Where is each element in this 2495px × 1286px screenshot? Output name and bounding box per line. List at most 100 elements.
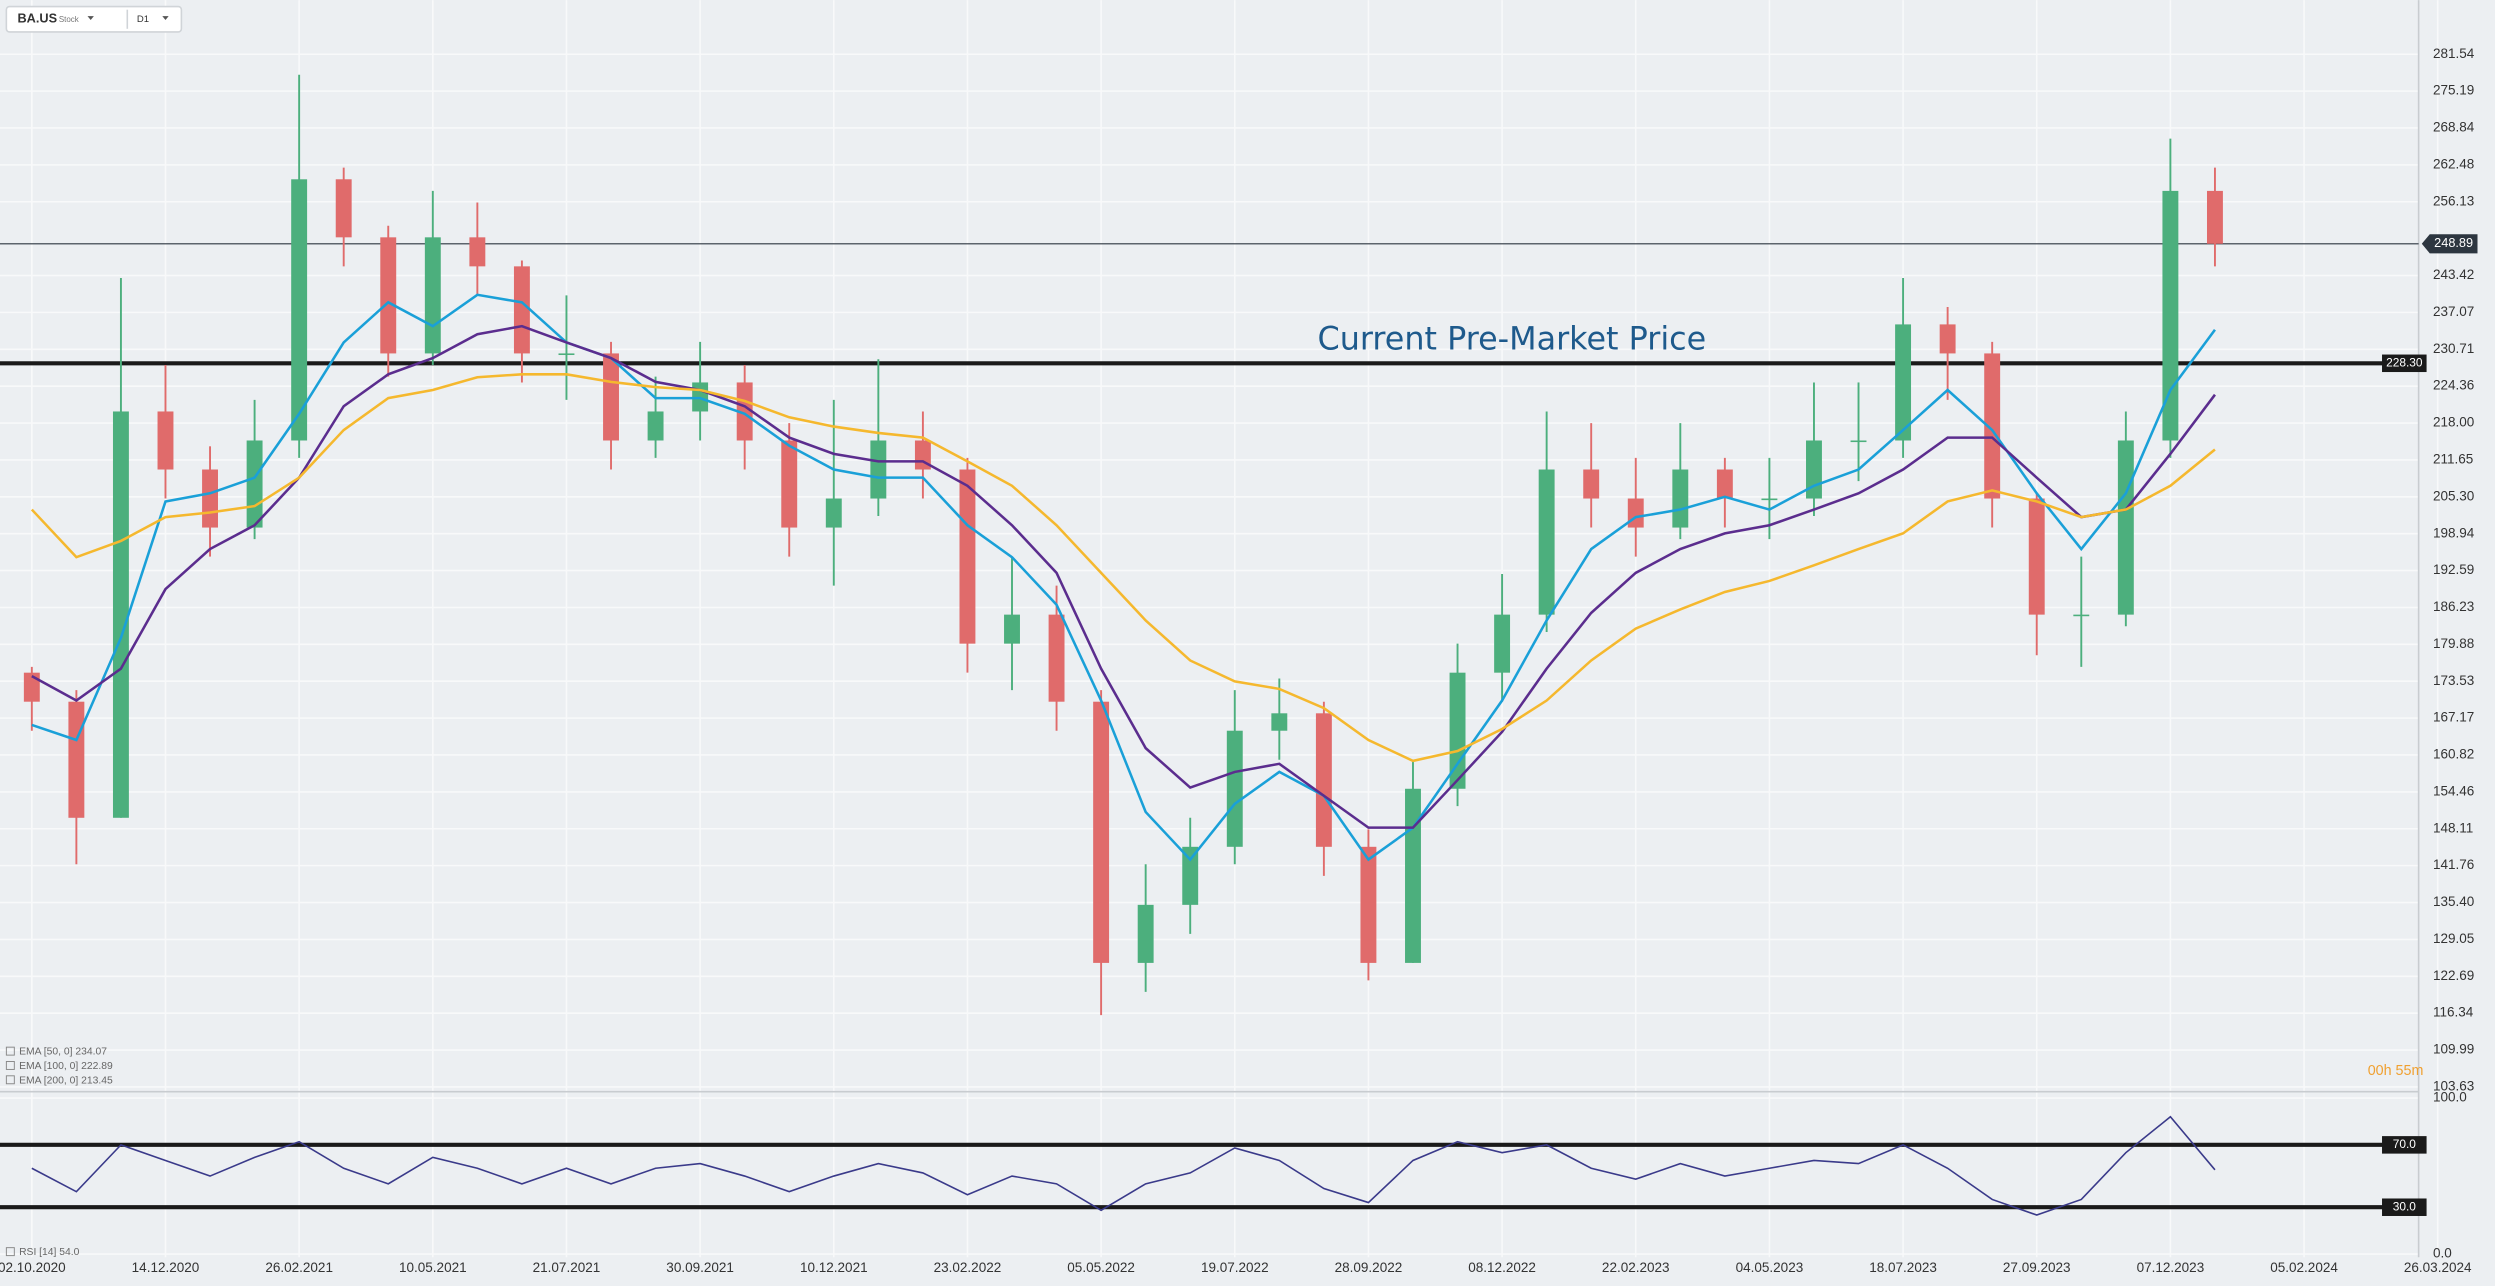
annotation: Current Pre-Market Price <box>1318 320 1707 358</box>
candle-body <box>469 237 486 267</box>
candle-body <box>1093 701 1110 963</box>
x-tick-label: 08.12.2022 <box>1468 1260 1536 1275</box>
candle-body <box>1538 469 1555 615</box>
candle-body <box>1004 614 1020 644</box>
legend-icon <box>5 1075 15 1085</box>
candle-body <box>1360 846 1377 963</box>
y-tick-label: 103.63 <box>2433 1079 2474 1094</box>
symbol: BA.US <box>18 11 58 26</box>
level-label: 228.30 <box>2386 355 2423 369</box>
y-tick-label: 0.0 <box>2433 1246 2452 1261</box>
y-tick-label: 243.42 <box>2433 267 2474 282</box>
candle-body <box>1761 498 1778 501</box>
candle-body <box>291 179 308 441</box>
dropdown-arrow[interactable] <box>87 16 94 21</box>
candle-body <box>1716 469 1733 499</box>
y-tick-label: 141.76 <box>2433 857 2474 872</box>
x-tick-label: 04.05.2023 <box>1736 1260 1804 1275</box>
candle-body <box>781 440 798 528</box>
y-tick-label: 148.11 <box>2433 820 2473 835</box>
x-tick-label: 26.02.2021 <box>265 1260 333 1275</box>
y-tick-label: 109.99 <box>2433 1042 2474 1057</box>
y-tick-label: 281.54 <box>2433 46 2475 61</box>
candle-body <box>1627 498 1644 528</box>
candle-body <box>1048 614 1065 702</box>
legend-entry: EMA [100, 0] 222.89 <box>19 1061 113 1072</box>
y-tick-label: 230.71 <box>2433 341 2474 356</box>
y-tick-label: 116.34 <box>2433 1005 2474 1020</box>
y-tick-label: 205.30 <box>2433 488 2474 503</box>
y-tick-label: 268.84 <box>2433 120 2475 135</box>
y-tick-label: 160.82 <box>2433 747 2474 762</box>
candle-body <box>424 237 441 354</box>
countdown: 00h 55m <box>2368 1063 2424 1079</box>
x-tick-label: 05.02.2024 <box>2270 1260 2338 1275</box>
y-tick-label: 237.07 <box>2433 304 2474 319</box>
legend-icon <box>5 1061 15 1070</box>
candle-body <box>202 469 218 528</box>
candle-body <box>157 411 174 470</box>
candle-body <box>1315 713 1332 847</box>
y-tick-label: 198.94 <box>2433 525 2475 540</box>
candle-body <box>1939 324 1956 354</box>
candle-body <box>112 411 129 818</box>
legend-entry: EMA [200, 0] 213.45 <box>19 1075 113 1086</box>
x-tick-label: 05.05.2022 <box>1067 1260 1135 1275</box>
candle-body <box>246 440 263 528</box>
x-tick-label: 02.10.2020 <box>0 1260 66 1275</box>
level-label-box <box>2382 1198 2427 1216</box>
level-label-box <box>2382 354 2427 373</box>
level-label-box <box>2382 1136 2427 1154</box>
x-tick-label: 30.09.2021 <box>666 1260 734 1275</box>
candle-body <box>2073 614 2090 617</box>
y-tick-label: 211.65 <box>2433 452 2473 467</box>
candle-body <box>870 440 887 499</box>
candle-body <box>1271 713 1288 731</box>
y-tick-label: 122.69 <box>2433 968 2474 983</box>
y-tick-label: 186.23 <box>2433 599 2474 614</box>
candle-body <box>1895 324 1912 441</box>
candle-body <box>1137 904 1154 963</box>
candle-body <box>2206 190 2223 244</box>
candle-body <box>380 237 397 354</box>
y-tick-label: 154.46 <box>2433 783 2474 798</box>
level-label: 30.0 <box>2393 1199 2417 1213</box>
y-tick-label: 100.0 <box>2433 1090 2467 1105</box>
candle-body <box>603 353 619 441</box>
x-tick-label: 18.07.2023 <box>1869 1260 1937 1275</box>
timeframe[interactable]: D1 <box>137 14 149 25</box>
symbol-bar[interactable] <box>5 5 183 33</box>
y-tick-label: 256.13 <box>2433 193 2474 208</box>
legend-entry: EMA [50, 0] 234.07 <box>19 1047 107 1058</box>
candle-body <box>2028 498 2045 615</box>
x-tick-label: 14.12.2020 <box>132 1260 200 1275</box>
y-tick-label: 192.59 <box>2433 562 2474 577</box>
y-tick-label: 218.00 <box>2433 415 2474 430</box>
y-tick-label: 135.40 <box>2433 894 2474 909</box>
candle-body <box>1405 788 1421 963</box>
candle-body <box>1672 469 1689 528</box>
candle-body <box>1226 730 1243 847</box>
ema-line <box>31 324 2216 829</box>
legend-entry: RSI [14] 54.0 <box>19 1247 80 1258</box>
ema-line <box>31 293 2216 862</box>
y-tick-label: 173.53 <box>2433 673 2474 688</box>
level-label: 70.0 <box>2393 1137 2417 1151</box>
candle-body <box>335 179 352 238</box>
candle-body <box>825 498 842 528</box>
x-tick-label: 21.07.2021 <box>533 1260 601 1275</box>
x-tick-label: 10.05.2021 <box>399 1260 467 1275</box>
candle-body <box>2117 440 2134 615</box>
x-tick-label: 07.12.2023 <box>2137 1260 2205 1275</box>
x-tick-label: 22.02.2023 <box>1602 1260 1670 1275</box>
candle-body <box>736 382 753 441</box>
candle-body <box>68 701 85 818</box>
candle-body <box>647 411 664 441</box>
dropdown-arrow[interactable] <box>162 16 169 21</box>
y-tick-label: 179.88 <box>2433 636 2474 651</box>
candle-body <box>558 353 575 356</box>
ema-line <box>30 373 2216 763</box>
